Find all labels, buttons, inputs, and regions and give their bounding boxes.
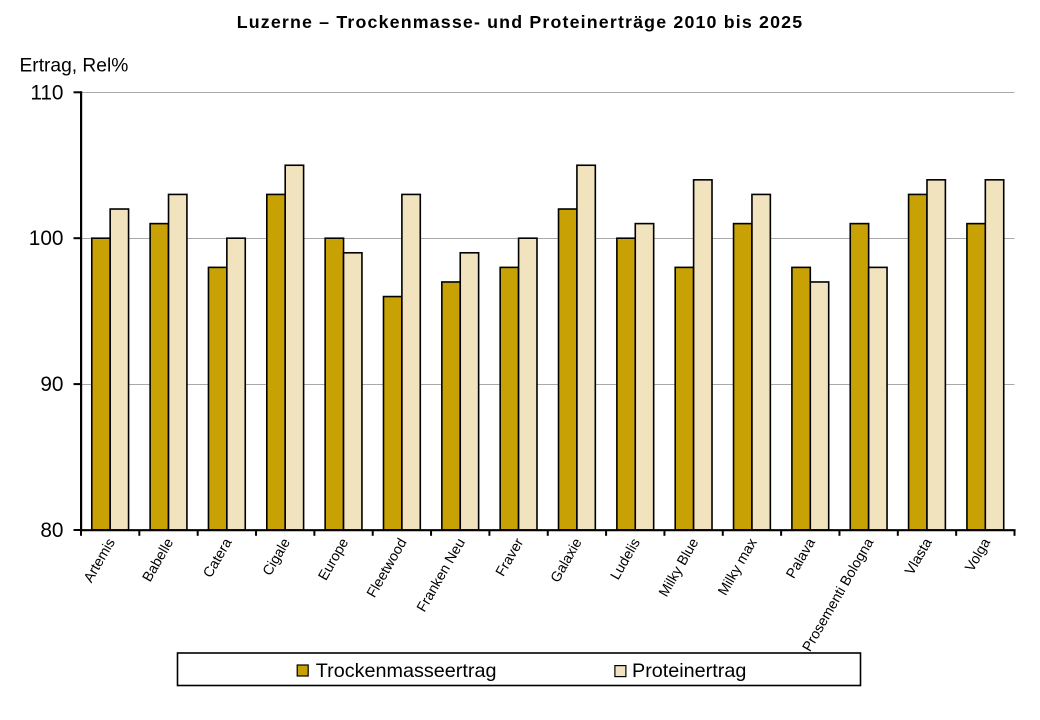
- svg-text:Luzerne – Trockenmasse- und Pr: Luzerne – Trockenmasse- und Proteinerträ…: [237, 12, 804, 32]
- svg-text:Proteinertrag: Proteinertrag: [632, 660, 746, 682]
- svg-text:100: 100: [29, 227, 64, 250]
- svg-text:90: 90: [40, 373, 63, 396]
- svg-text:80: 80: [40, 519, 63, 542]
- svg-text:110: 110: [30, 81, 63, 104]
- svg-text:Ertrag, Rel%: Ertrag, Rel%: [20, 55, 129, 76]
- svg-text:Trockenmasseertrag: Trockenmasseertrag: [316, 660, 497, 682]
